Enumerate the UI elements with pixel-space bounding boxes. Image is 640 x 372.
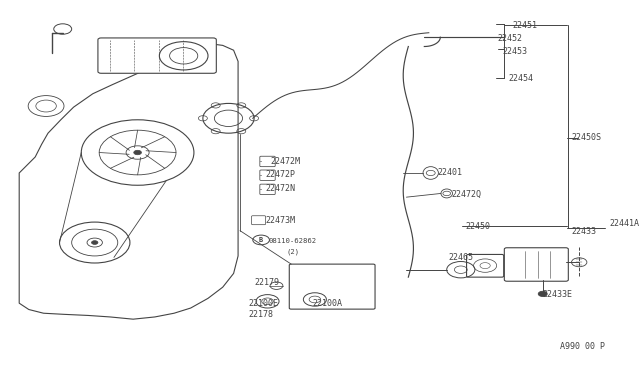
FancyBboxPatch shape <box>260 184 275 195</box>
Text: 22452: 22452 <box>498 34 523 43</box>
FancyBboxPatch shape <box>289 264 375 309</box>
Text: 22453: 22453 <box>502 47 527 56</box>
Text: 22100E: 22100E <box>248 299 278 308</box>
FancyBboxPatch shape <box>260 170 275 180</box>
FancyBboxPatch shape <box>98 38 216 73</box>
Text: (2): (2) <box>286 249 300 256</box>
Text: 08110-62862: 08110-62862 <box>269 238 317 244</box>
Text: 22441A: 22441A <box>609 219 639 228</box>
FancyBboxPatch shape <box>467 254 504 277</box>
Text: 22465: 22465 <box>448 253 473 262</box>
Text: 22450: 22450 <box>465 222 490 231</box>
Text: 22100A: 22100A <box>312 299 342 308</box>
Text: 22179: 22179 <box>255 278 280 287</box>
Text: 22472N: 22472N <box>266 185 296 193</box>
FancyBboxPatch shape <box>260 156 275 167</box>
Text: 22433: 22433 <box>572 227 596 236</box>
Text: 22401: 22401 <box>437 169 462 177</box>
Text: 22451: 22451 <box>512 21 537 30</box>
Text: 22178: 22178 <box>248 310 273 319</box>
FancyBboxPatch shape <box>504 248 568 281</box>
Text: 22472M: 22472M <box>270 157 300 166</box>
Circle shape <box>134 150 141 155</box>
Text: 22454: 22454 <box>508 74 533 83</box>
Text: 22472Q: 22472Q <box>452 190 482 199</box>
Text: B: B <box>259 237 263 243</box>
Text: 22433E: 22433E <box>542 290 572 299</box>
Circle shape <box>92 241 98 244</box>
Text: 22473M: 22473M <box>266 216 296 225</box>
FancyBboxPatch shape <box>252 216 266 225</box>
Text: A990 00 P: A990 00 P <box>560 342 605 351</box>
Circle shape <box>538 291 547 296</box>
Text: 22472P: 22472P <box>266 170 296 179</box>
Text: 22450S: 22450S <box>572 133 602 142</box>
